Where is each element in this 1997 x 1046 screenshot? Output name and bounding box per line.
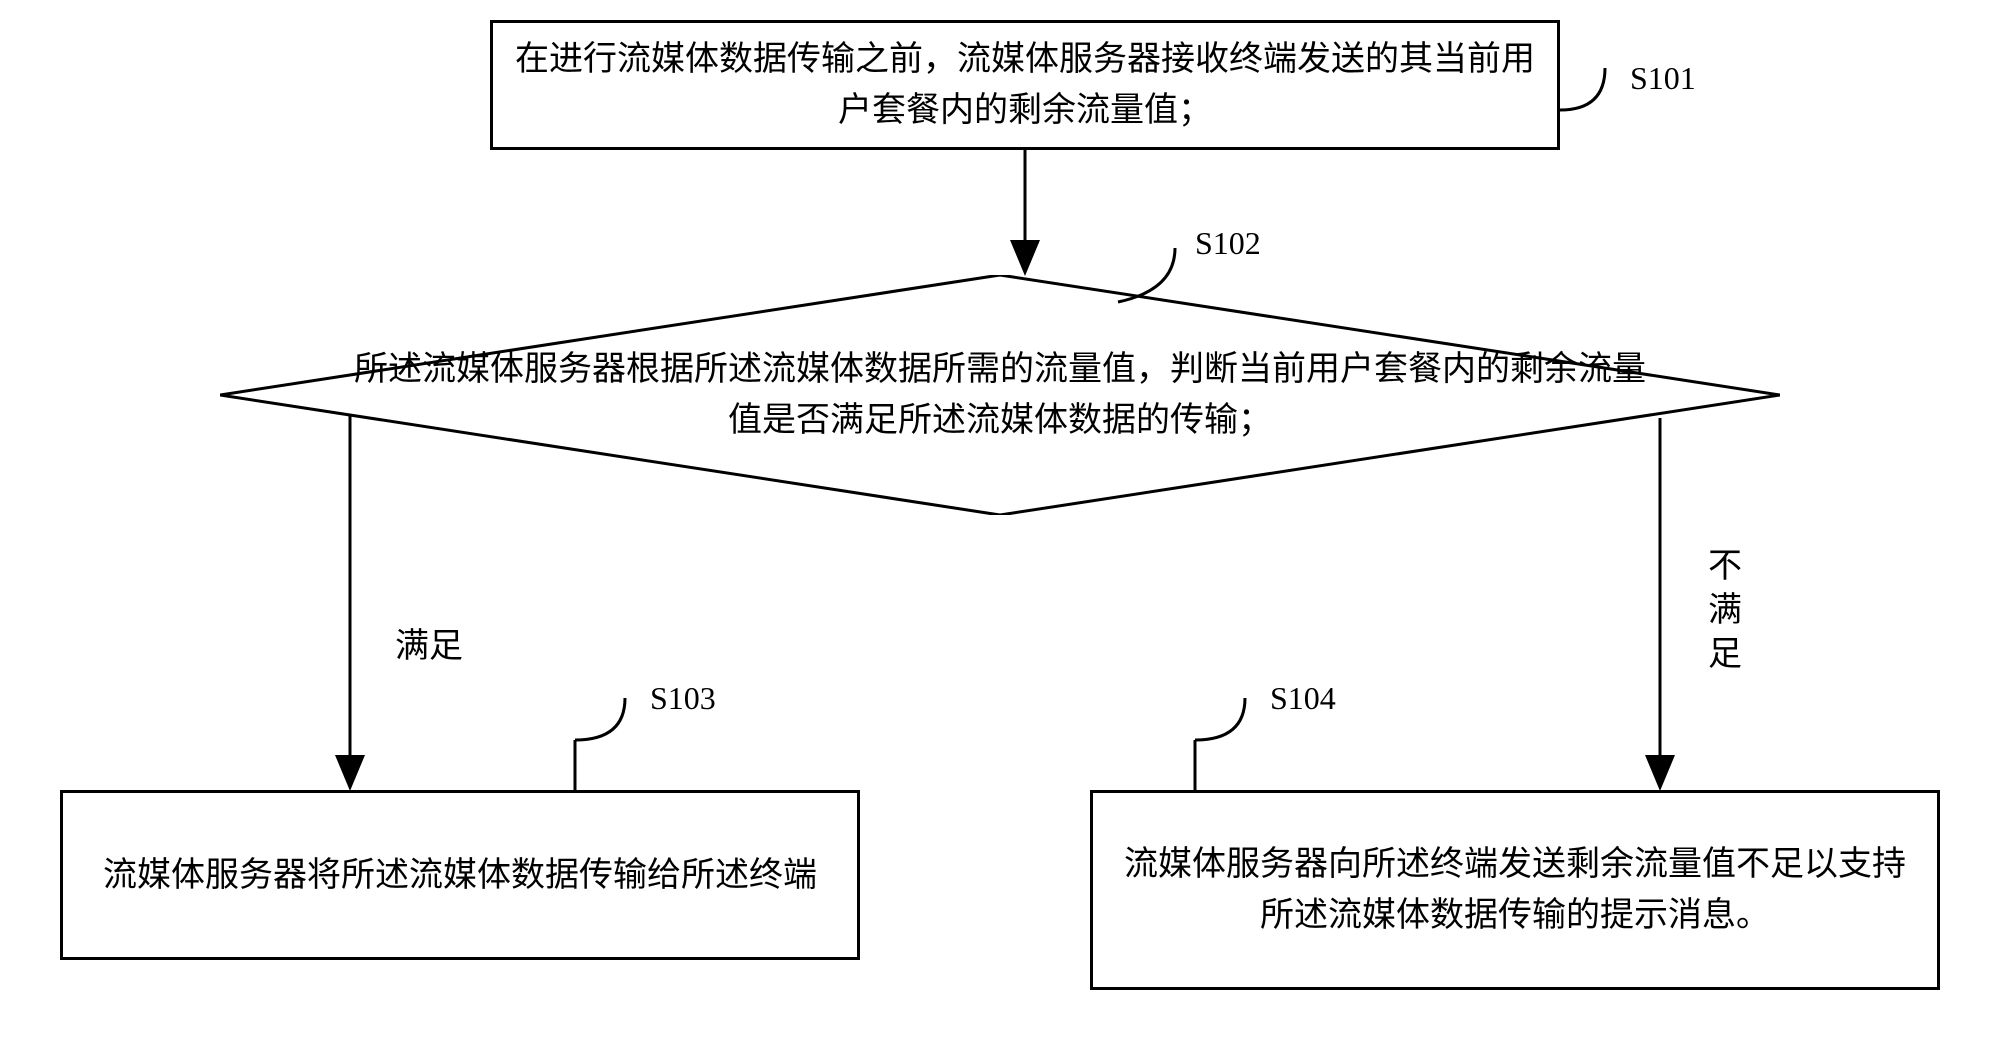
tick-s104 [0, 0, 1997, 1046]
flowchart-canvas: 在进行流媒体数据传输之前，流媒体服务器接收终端发送的其当前用户套餐内的剩余流量值… [0, 0, 1997, 1046]
